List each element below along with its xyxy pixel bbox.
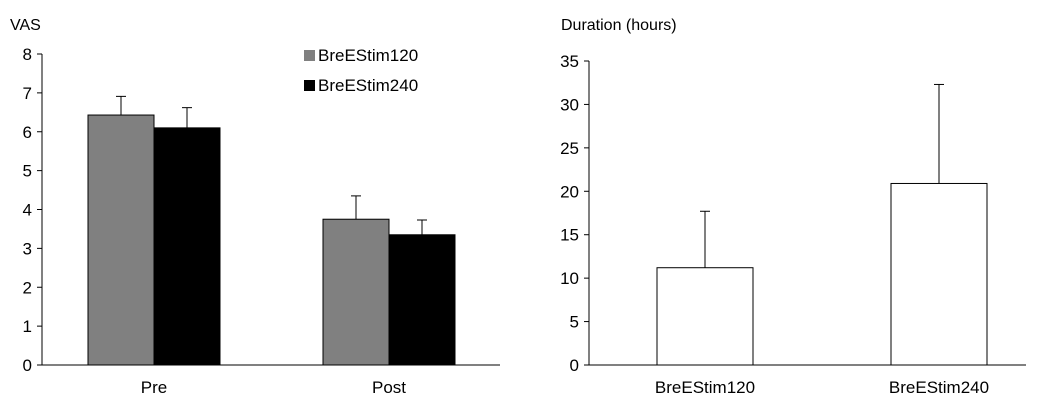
vas-x-tick-label: Post <box>372 378 406 397</box>
vas-y-tick-label: 3 <box>23 239 32 258</box>
vas-bars <box>87 95 456 366</box>
vas-y-tick-label: 1 <box>23 317 32 336</box>
duration-bars <box>656 83 988 366</box>
duration-y-ticks: 0 5 10 15 20 25 30 35 <box>560 52 589 375</box>
vas-y-tick-label: 6 <box>23 123 32 142</box>
vas-y-tick-label: 2 <box>23 278 32 297</box>
vas-y-tick-label: 7 <box>23 84 32 103</box>
vas-bar <box>322 218 390 366</box>
duration-chart: Duration (hours) 0 5 10 15 20 25 30 35 BreEStim… <box>560 17 1026 397</box>
duration-x-tick-labels: BreEStim120 BreEStim240 <box>655 378 989 397</box>
duration-y-tick-label: 20 <box>560 182 579 201</box>
legend-swatch-breestim240 <box>304 80 315 91</box>
vas-y-axis-title: VAS <box>10 17 41 34</box>
duration-y-tick-label: 5 <box>570 313 579 332</box>
duration-x-tick-label: BreEStim240 <box>889 378 989 397</box>
vas-y-tick-label: 4 <box>23 201 32 220</box>
vas-y-tick-label: 0 <box>23 356 32 375</box>
vas-x-tick-labels: Pre Post <box>141 378 407 397</box>
duration-bar <box>890 182 988 366</box>
legend-swatch-breestim120 <box>304 50 315 61</box>
duration-y-tick-label: 30 <box>560 95 579 114</box>
vas-bar <box>388 234 456 366</box>
legend-label-breestim240: BreEStim240 <box>318 76 418 95</box>
duration-y-tick-label: 0 <box>570 356 579 375</box>
duration-bar <box>656 267 754 366</box>
duration-y-tick-label: 25 <box>560 139 579 158</box>
duration-y-tick-label: 10 <box>560 269 579 288</box>
duration-y-axis-title: Duration (hours) <box>561 17 677 34</box>
duration-y-tick-label: 15 <box>560 226 579 245</box>
vas-y-tick-label: 5 <box>23 162 32 181</box>
duration-x-tick-label: BreEStim120 <box>655 378 755 397</box>
vas-bar <box>153 127 221 366</box>
vas-legend: BreEStim120 BreEStim240 <box>304 46 418 95</box>
vas-y-tick-label: 8 <box>23 45 32 64</box>
vas-chart: VAS 0 1 2 3 4 5 6 7 8 Pre Post BreEStim120 BreESt… <box>10 17 500 397</box>
vas-bar <box>87 114 155 366</box>
duration-y-tick-label: 35 <box>560 52 579 71</box>
legend-label-breestim120: BreEStim120 <box>318 46 418 65</box>
vas-x-tick-label: Pre <box>141 378 167 397</box>
vas-y-ticks: 0 1 2 3 4 5 6 7 8 <box>23 45 42 375</box>
